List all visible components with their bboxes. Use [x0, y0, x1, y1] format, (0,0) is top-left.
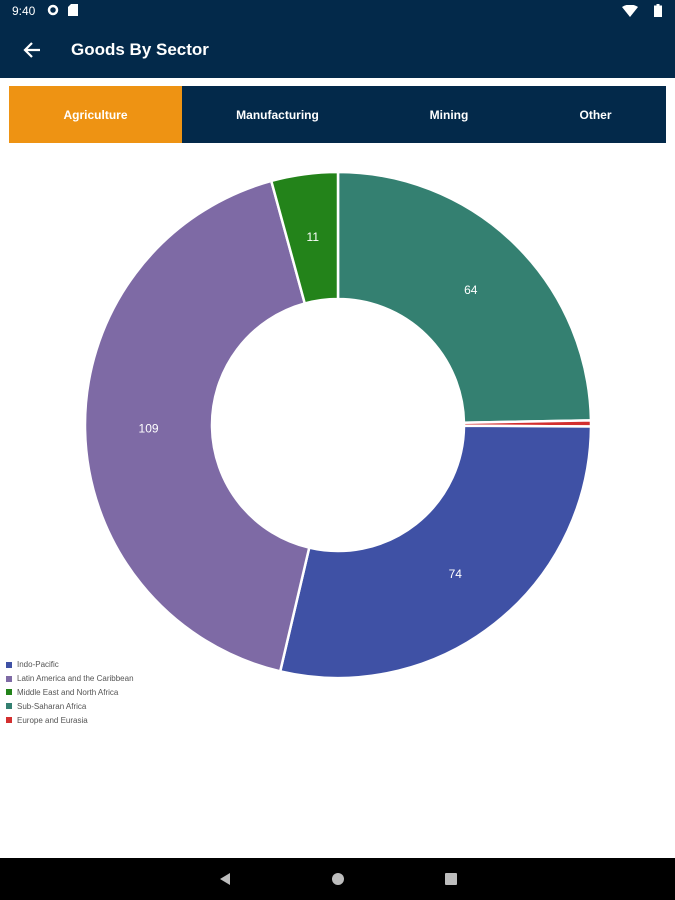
legend-label: Indo-Pacific — [17, 660, 59, 670]
donut-slice-indo-pacific[interactable] — [278, 424, 593, 680]
legend-swatch — [6, 689, 12, 696]
system-nav-bar — [0, 858, 675, 900]
legend-label: Europe and Eurasia — [17, 715, 88, 725]
tab-manufacturing[interactable]: Manufacturing — [236, 107, 319, 122]
nav-home-icon[interactable] — [331, 872, 345, 886]
nav-recents-icon[interactable] — [444, 872, 458, 886]
legend-item: Middle East and North Africa — [6, 686, 134, 700]
slice-value-label: 64 — [464, 283, 478, 297]
app-bar: Goods By Sector — [0, 22, 675, 78]
sector-tabs: Agriculture Manufacturing Mining Other — [9, 86, 666, 143]
status-time: 9:40 — [12, 4, 36, 18]
sd-card-icon — [68, 4, 78, 16]
back-button[interactable] — [16, 34, 48, 66]
slice-value-label: 74 — [449, 567, 463, 581]
legend-label: Sub-Saharan Africa — [17, 701, 87, 711]
slice-value-label: 109 — [139, 421, 159, 435]
status-bar: 9:40 — [0, 0, 675, 22]
slice-value-label: 11 — [307, 230, 320, 244]
settings-gear-icon — [47, 4, 59, 16]
legend-swatch — [6, 661, 12, 668]
donut-chart: 64 74 109 11 — [83, 170, 593, 680]
legend-item: Europe and Eurasia — [6, 713, 134, 727]
legend-swatch — [6, 717, 12, 724]
legend-item: Indo-Pacific — [6, 658, 134, 672]
legend-label: Latin America and the Caribbean — [17, 674, 134, 684]
legend-swatch — [6, 675, 12, 682]
chart-legend: Indo-Pacific Latin America and the Caribb… — [6, 658, 134, 727]
donut-slice-latin-america-and-the-caribbean[interactable] — [83, 179, 311, 673]
legend-item: Sub-Saharan Africa — [6, 699, 134, 713]
tab-other[interactable]: Other — [579, 107, 612, 122]
legend-item: Latin America and the Caribbean — [6, 672, 134, 686]
tab-agriculture[interactable]: Agriculture — [9, 86, 182, 143]
nav-back-icon[interactable] — [218, 872, 232, 886]
donut-slice-middle-east-and-north-africa[interactable] — [269, 170, 340, 305]
arrow-back-icon — [23, 42, 40, 58]
donut-slice-sub-saharan-africa[interactable] — [336, 170, 593, 424]
legend-label: Middle East and North Africa — [17, 687, 119, 697]
legend-swatch — [6, 703, 12, 710]
battery-icon — [654, 4, 662, 17]
wifi-icon — [622, 5, 638, 17]
page-title: Goods By Sector — [71, 40, 209, 59]
tab-mining[interactable]: Mining — [429, 107, 469, 122]
